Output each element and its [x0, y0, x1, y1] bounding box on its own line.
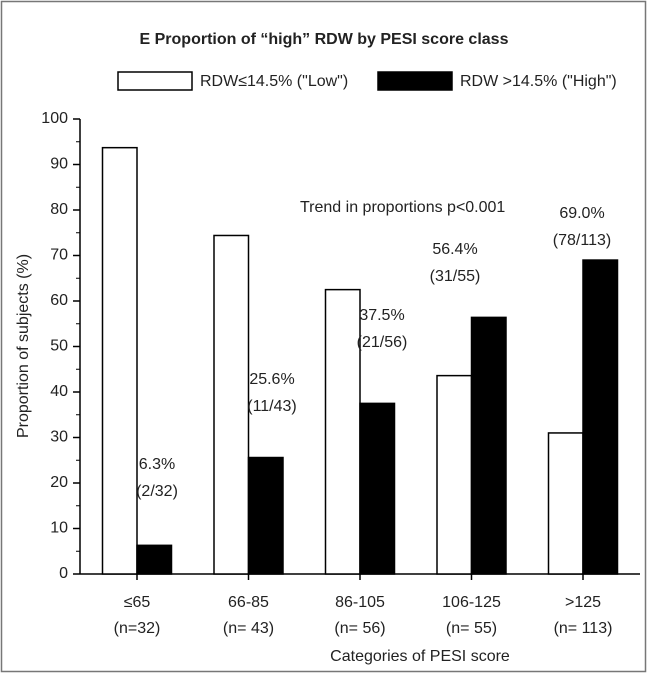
legend-label: RDW≤14.5% ("Low") [200, 73, 348, 90]
bar [470, 316, 507, 575]
x-tick-count: (n= 43) [223, 620, 274, 637]
x-tick-label: 66-85 [228, 594, 269, 611]
bar [359, 402, 396, 575]
bar [436, 374, 473, 575]
bar [582, 259, 619, 575]
value-label: 37.5% [359, 307, 404, 324]
x-tick-count: (n= 56) [334, 620, 385, 637]
legend-swatch [117, 71, 193, 91]
x-axis-title: Categories of PESI score [330, 648, 510, 665]
fraction-label: (2/32) [136, 483, 178, 500]
fraction-label: (78/113) [553, 232, 611, 249]
y-tick-label: 20 [50, 474, 68, 491]
annotation: Trend in proportions p<0.001 [300, 199, 505, 216]
x-tick-label: >125 [565, 594, 601, 611]
y-tick-label: 50 [50, 338, 68, 355]
value-label: 25.6% [249, 371, 294, 388]
y-axis-title: Proportion of subjects (%) [15, 254, 32, 438]
bar [324, 288, 361, 575]
value-label: 56.4% [432, 241, 477, 258]
x-tick-label: 86-105 [335, 594, 385, 611]
y-tick-label: 10 [50, 520, 68, 537]
y-tick-label: 40 [50, 383, 68, 400]
y-tick-label: 90 [50, 156, 68, 173]
x-tick-count: (n= 55) [446, 620, 497, 637]
legend-label: RDW >14.5% ("High") [460, 73, 617, 90]
fraction-label: (21/56) [357, 334, 408, 351]
y-tick-label: 60 [50, 292, 68, 309]
x-tick-count: (n= 113) [554, 620, 613, 637]
x-tick-label: 106-125 [442, 594, 501, 611]
chart-title: E Proportion of “high” RDW by PESI score… [140, 31, 509, 48]
y-tick-label: 30 [50, 429, 68, 446]
legend-swatch [377, 71, 453, 91]
y-tick-label: 80 [50, 201, 68, 218]
bar [247, 456, 284, 575]
value-label: 6.3% [139, 456, 175, 473]
y-tick-label: 100 [41, 110, 68, 127]
bar [101, 146, 138, 575]
fraction-label: (11/43) [247, 398, 297, 415]
bar [547, 432, 584, 575]
bar [213, 234, 250, 575]
y-tick-label: 0 [59, 565, 68, 582]
x-tick-label: ≤65 [124, 594, 151, 611]
value-label: 69.0% [559, 205, 604, 222]
x-tick-count: (n=32) [114, 620, 161, 637]
bar [136, 544, 173, 575]
y-tick-label: 70 [50, 247, 68, 264]
fraction-label: (31/55) [430, 268, 481, 285]
